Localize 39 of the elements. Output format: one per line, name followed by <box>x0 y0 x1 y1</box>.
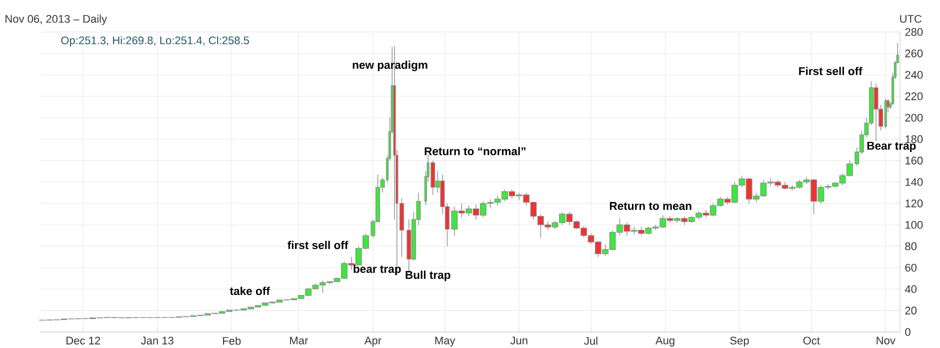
x-tick-label: Dec 12 <box>66 336 100 344</box>
x-tick-label: May <box>435 336 456 347</box>
annotation: Bear trap <box>867 142 916 152</box>
y-tick-label: 220 <box>905 92 923 100</box>
annotation: bear trap <box>354 264 401 276</box>
y-tick-label: 0 <box>905 328 910 336</box>
y-tick-label: 20 <box>905 306 917 314</box>
annotation: Return to mean <box>610 202 692 210</box>
y-tick-label: 100 <box>906 220 923 229</box>
annotation: take off <box>230 286 270 296</box>
x-tick-label: Mar <box>290 336 308 344</box>
annotation: Op:251.3, Hi:269.8, Lo:251.4, Cl:258.5 <box>61 36 249 46</box>
y-tick-label: 280 <box>905 28 923 36</box>
y-tick-label: 60 <box>905 264 917 272</box>
x-tick-label: Jun <box>510 336 528 344</box>
x-tick-label: Apr <box>364 336 382 347</box>
y-tick-label: 140 <box>906 178 923 186</box>
annotation: Return to “normal” <box>424 146 526 156</box>
y-tick-label: 80 <box>905 242 917 250</box>
y-tick-label: 120 <box>906 200 923 208</box>
y-tick-label: 40 <box>904 285 917 294</box>
text: UTC <box>900 14 922 23</box>
y-tick-label: 240 <box>905 70 923 79</box>
y-tick-label: 260 <box>905 50 923 58</box>
x-tick-label: Oct <box>803 336 820 344</box>
y-tick-label: 200 <box>905 114 923 122</box>
x-tick-label: Feb <box>223 336 241 345</box>
x-tick-label: Jul <box>584 336 598 345</box>
annotation: new paradigm <box>352 60 428 72</box>
annotation: Bull trap <box>406 270 450 282</box>
x-tick-label: Aug <box>655 336 674 347</box>
annotation: first sell off <box>288 240 348 250</box>
chart-subtitle: Nov 06, 2013 – Daily <box>6 14 107 25</box>
x-tick-label: Nov <box>876 336 896 344</box>
y-tick-label: 160 <box>906 156 923 164</box>
y-tick-label: 180 <box>906 135 923 144</box>
x-tick-label: Jan 13 <box>140 336 174 344</box>
x-tick-label: Sep <box>730 336 749 347</box>
annotation: First sell off <box>799 66 862 76</box>
